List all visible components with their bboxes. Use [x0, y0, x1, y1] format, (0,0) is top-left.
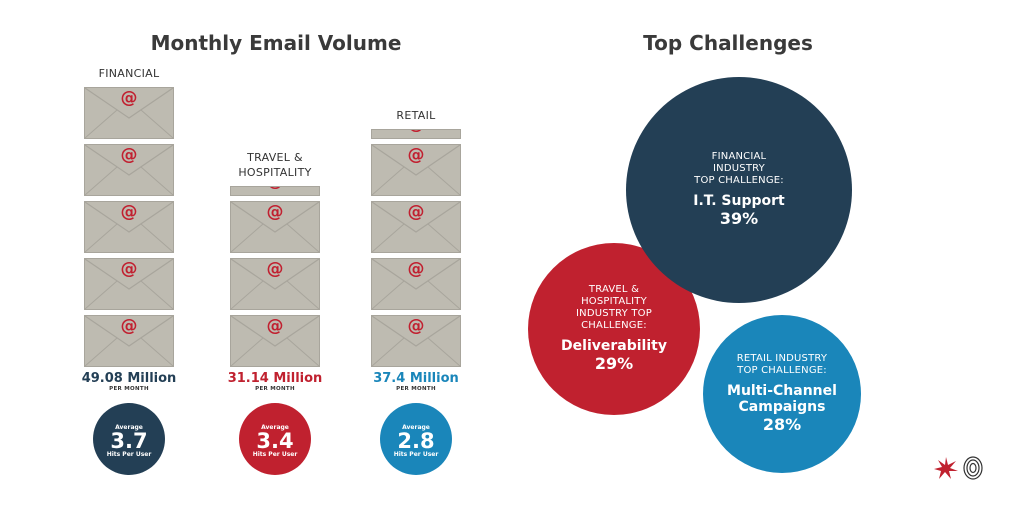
envelope-icon: @ [371, 201, 461, 253]
envelope-icon: @ [84, 315, 174, 367]
category-label: TRAVEL & HOSPITALITY [238, 151, 312, 179]
envelope-icon: @ [230, 315, 320, 367]
envelope-icon: @ [84, 201, 174, 253]
value-label: 49.08 Million [81, 371, 177, 386]
envelope-icon: @ [230, 186, 320, 196]
hits-per-user-label: Hits Per User [252, 451, 298, 458]
challenge-bubble: RETAIL INDUSTRY TOP CHALLENGE: Multi-Chan… [703, 315, 861, 473]
category-label: FINANCIAL [98, 67, 160, 80]
challenge-percent: 28% [762, 415, 802, 434]
hits-per-user-label: Hits Per User [393, 451, 439, 458]
bubble-label: TRAVEL & HOSPITALITY INDUSTRY TOP CHALLE… [576, 284, 652, 331]
unit-label: PER MONTH [109, 386, 149, 392]
envelope-icon: @ [84, 258, 174, 310]
envelope-icon: @ [84, 87, 174, 139]
hits-per-user-label: Hits Per User [106, 451, 152, 458]
average-label: Average [261, 424, 289, 431]
bubble-label: RETAIL INDUSTRY TOP CHALLENGE: [736, 353, 828, 376]
challenge-name: Multi-Channel Campaigns [727, 383, 837, 415]
envelope-icon: @ [230, 201, 320, 253]
challenge-bubble: FINANCIAL INDUSTRY TOP CHALLENGE: I.T. Su… [626, 77, 852, 303]
average-value: 3.7 [110, 429, 148, 453]
challenge-name: Deliverability [561, 338, 667, 354]
challenge-name: I.T. Support [693, 193, 785, 209]
envelope-icon: @ [371, 315, 461, 367]
unit-label: PER MONTH [255, 386, 295, 392]
average-hits-badge: Average 2.8 Hits Per User [380, 403, 452, 475]
category-label: RETAIL [396, 109, 436, 122]
star-burst-logo-icon [934, 457, 958, 479]
fingerprint-logo-icon [963, 456, 983, 480]
value-label: 37.4 Million [373, 371, 459, 386]
value-label: 31.14 Million [227, 371, 323, 386]
envelope-icon: @ [84, 144, 174, 196]
chart-title-email-volume: Monthly Email Volume [150, 31, 402, 55]
bubble-label: FINANCIAL INDUSTRY TOP CHALLENGE: [694, 151, 784, 186]
unit-label: PER MONTH [396, 386, 436, 392]
average-hits-badge: Average 3.7 Hits Per User [93, 403, 165, 475]
envelope-icon: @ [371, 129, 461, 139]
envelope-icon: @ [371, 258, 461, 310]
challenge-percent: 29% [594, 354, 634, 373]
envelope-icon: @ [230, 258, 320, 310]
challenge-bubble: TRAVEL & HOSPITALITY INDUSTRY TOP CHALLE… [528, 243, 700, 415]
average-value: 2.8 [397, 429, 435, 453]
average-value: 3.4 [256, 429, 294, 453]
envelope-icon: @ [371, 144, 461, 196]
average-label: Average [115, 424, 143, 431]
challenge-percent: 39% [719, 209, 759, 228]
chart-title-top-challenges: Top Challenges [643, 31, 813, 55]
average-hits-badge: Average 3.4 Hits Per User [239, 403, 311, 475]
average-label: Average [402, 424, 430, 431]
